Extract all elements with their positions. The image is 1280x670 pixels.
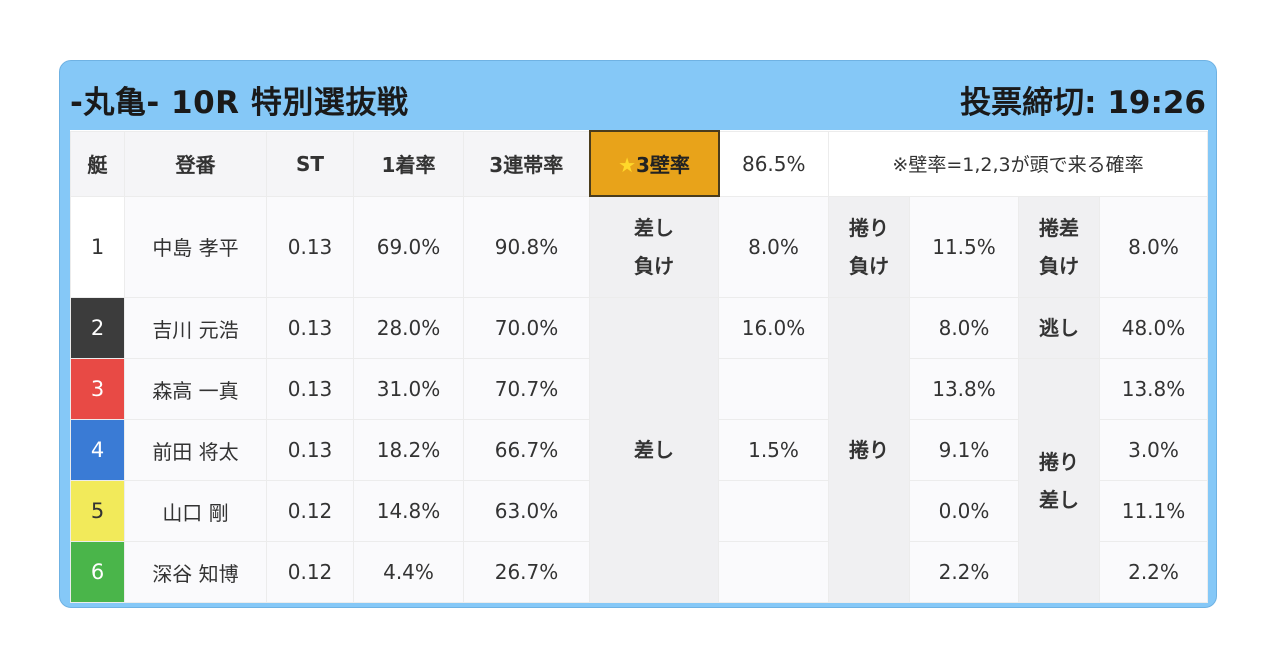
wall-rate-header: ★3壁率 <box>588 130 720 197</box>
racer-st: 0.12 <box>266 480 354 542</box>
pattern-value-makurisashi: 13.8% <box>1099 358 1208 420</box>
col-boat: 艇 <box>70 130 125 197</box>
racer-name: 森高 一真 <box>124 358 267 420</box>
pattern-value-makuri: 2.2% <box>909 541 1019 603</box>
racer-name: 深谷 知博 <box>124 541 267 603</box>
racer-trio-rate: 63.0% <box>463 480 590 542</box>
pattern-value-makuri: 9.1% <box>909 419 1019 481</box>
star-icon: ★ <box>618 153 636 177</box>
racer-name: 吉川 元浩 <box>124 297 267 359</box>
col-registration: 登番 <box>124 130 267 197</box>
pattern-value-sashi <box>718 358 829 420</box>
label-line: 負け <box>1039 253 1079 278</box>
pattern-value-sashi: 1.5% <box>718 419 829 481</box>
race-title: -丸亀- 10R 特別選抜戦 <box>70 85 409 121</box>
racer-st: 0.13 <box>266 419 354 481</box>
pattern-label-sashi: 差し <box>589 297 719 603</box>
pattern-value-nige: 48.0% <box>1099 297 1208 359</box>
boat-number: 6 <box>70 541 125 603</box>
col-trio-rate: 3連帯率 <box>463 130 590 197</box>
pattern-value-makurisashi: 2.2% <box>1099 541 1208 603</box>
label-line: 差し <box>634 216 674 240</box>
pattern-value-makuri: 0.0% <box>909 480 1019 542</box>
racer-st: 0.12 <box>266 541 354 603</box>
racer-st: 0.13 <box>266 358 354 420</box>
pattern-label-makuri-make: 捲り 負け <box>828 195 910 298</box>
wall-rate-label: 3壁率 <box>636 153 690 177</box>
racer-name: 中島 孝平 <box>124 195 267 298</box>
label-line: 捲り <box>849 215 889 240</box>
boat-number: 1 <box>70 195 125 298</box>
racer-trio-rate: 70.7% <box>463 358 590 420</box>
label-line: 負け <box>634 254 674 278</box>
wall-rate-note: ※壁率=1,2,3が頭で来る確率 <box>828 130 1208 197</box>
racer-first-rate: 4.4% <box>353 541 464 603</box>
pattern-value-sashi: 16.0% <box>718 297 829 359</box>
pattern-value-makuri: 13.8% <box>909 358 1019 420</box>
racer-first-rate: 14.8% <box>353 480 464 542</box>
racer-trio-rate: 90.8% <box>463 195 590 298</box>
racer-trio-rate: 26.7% <box>463 541 590 603</box>
vote-deadline: 投票締切: 19:26 <box>960 85 1206 121</box>
label-line: 差し <box>1039 487 1079 512</box>
pattern-value-makurisashi: 11.1% <box>1099 480 1208 542</box>
boat-number: 2 <box>70 297 125 359</box>
pattern-label-sashi-make: 差し 負け <box>589 195 719 298</box>
header-row: 艇 登番 ST 1着率 3連帯率 ★3壁率 86.5% ※壁率=1,2,3が頭で… <box>70 130 1208 197</box>
table-row: 5 山口 剛 0.12 14.8% 63.0% 0.0% 11.1% <box>70 480 1208 542</box>
pattern-label-nige: 逃し <box>1018 297 1100 359</box>
pattern-value-makuri: 8.0% <box>909 297 1019 359</box>
racer-name: 前田 将太 <box>124 419 267 481</box>
pattern-value-sashi <box>718 541 829 603</box>
pattern-value-sashi <box>718 480 829 542</box>
pattern-value-makurisashi: 3.0% <box>1099 419 1208 481</box>
table-row: 3 森高 一真 0.13 31.0% 70.7% 13.8% 捲り差し 13.8… <box>70 358 1208 603</box>
pattern-label-makurisashi: 捲り 差し <box>1018 358 1100 603</box>
label-line: 捲差 <box>1039 215 1079 240</box>
label-line: 捲り <box>1039 449 1079 474</box>
racer-first-rate: 31.0% <box>353 358 464 420</box>
table-row: 1 中島 孝平 0.13 69.0% 90.8% 差し 負け 8.0% 捲り 負け … <box>70 195 1208 298</box>
col-st: ST <box>266 130 354 197</box>
racer-first-rate: 18.2% <box>353 419 464 481</box>
racer-trio-rate: 66.7% <box>463 419 590 481</box>
racer-st: 0.13 <box>266 195 354 298</box>
racer-first-rate: 28.0% <box>353 297 464 359</box>
table-row: 4 前田 将太 0.13 18.2% 66.7% 1.5% 9.1% 3.0% <box>70 419 1208 481</box>
wall-rate-value: 86.5% <box>718 130 829 197</box>
racer-st: 0.13 <box>266 297 354 359</box>
table-row: 2 吉川 元浩 0.13 28.0% 70.0% 差し 16.0% 捲り 8.0… <box>70 297 1208 603</box>
racer-name: 山口 剛 <box>124 480 267 542</box>
boat-number: 3 <box>70 358 125 420</box>
pattern-value-makurisashi-make: 8.0% <box>1099 195 1208 298</box>
pattern-value-makuri-make: 11.5% <box>909 195 1019 298</box>
boat-number: 5 <box>70 480 125 542</box>
pattern-label-makuri: 捲り <box>828 297 910 603</box>
racer-trio-rate: 70.0% <box>463 297 590 359</box>
table-row: 6 深谷 知博 0.12 4.4% 26.7% 2.2% 2.2% <box>70 541 1208 603</box>
racer-first-rate: 69.0% <box>353 195 464 298</box>
race-table: 艇 登番 ST 1着率 3連帯率 ★3壁率 86.5% ※壁率=1,2,3が頭で… <box>70 130 1208 603</box>
col-first-rate: 1着率 <box>353 130 464 197</box>
pattern-label-makurisashi-make: 捲差 負け <box>1018 195 1100 298</box>
label-line: 負け <box>849 253 889 278</box>
pattern-value-sashi-make: 8.0% <box>718 195 829 298</box>
boat-number: 4 <box>70 419 125 481</box>
race-card: -丸亀- 10R 特別選抜戦 投票締切: 19:26 艇 登番 ST 1着率 3… <box>59 60 1217 608</box>
